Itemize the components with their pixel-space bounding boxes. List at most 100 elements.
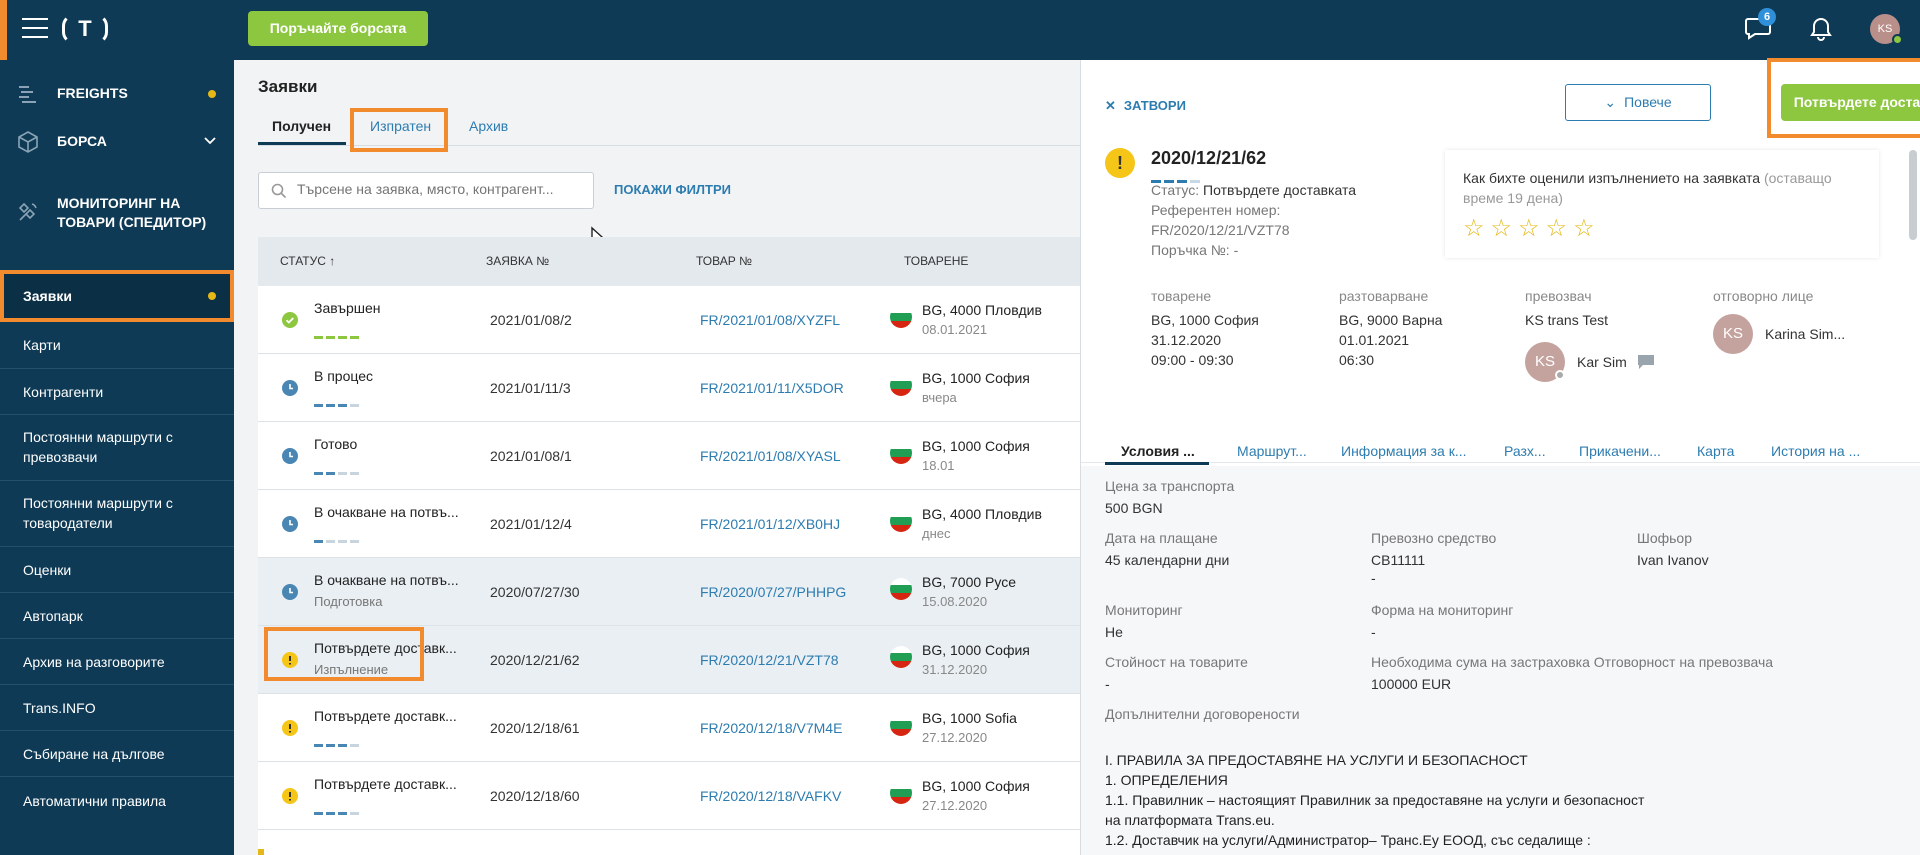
hamburger-menu-icon[interactable] bbox=[22, 18, 48, 40]
status-text: Потвърдете доставк... bbox=[314, 776, 457, 792]
rating-question-text: Как бихте оценили изпълнението на заявка… bbox=[1463, 170, 1761, 186]
cargo-number-link[interactable]: FR/2021/01/11/X5DOR bbox=[700, 380, 844, 396]
table-row[interactable]: В процес 2021/01/11/3 FR/2021/01/11/X5DOR B… bbox=[258, 354, 1080, 422]
table-row[interactable]: Завършен 2021/01/08/2 FR/2021/01/08/XYZFL B… bbox=[258, 286, 1080, 354]
loading-date-cell: 27.12.2020 bbox=[922, 730, 988, 745]
column-cargo-no[interactable]: ТОВАР № bbox=[696, 254, 752, 268]
sidebar-item-shipper-routes[interactable]: Постоянни маршрути с товародатели bbox=[0, 480, 234, 546]
table-row[interactable]: Потвърдете доставк... 2020/12/18/61 FR/202… bbox=[258, 694, 1080, 762]
sidebar-item-monitoring[interactable]: МОНИТОРИНГ НА ТОВАРИ (СПЕДИТОР) bbox=[0, 190, 234, 234]
bulgaria-flag-icon bbox=[890, 510, 912, 532]
table-row[interactable]: Потвърдете доставк... 2020/12/18/60 FR/202… bbox=[258, 762, 1080, 830]
responsible-avatar[interactable]: KS bbox=[1713, 314, 1753, 354]
clock-icon bbox=[282, 448, 298, 464]
tab-attachments[interactable]: Прикачени... bbox=[1579, 443, 1661, 459]
search-box[interactable] bbox=[258, 172, 594, 209]
cargo-number-link[interactable]: FR/2021/01/08/XYASL bbox=[700, 448, 841, 464]
cargo-number-link[interactable]: FR/2020/12/21/VZT78 bbox=[700, 652, 839, 668]
monitoring-value: Не bbox=[1105, 624, 1123, 640]
sidebar-item-contractors[interactable]: Контрагенти bbox=[0, 368, 234, 414]
sidebar-item-exchange[interactable]: БОРСА bbox=[0, 128, 234, 156]
sidebar-item-label: Заявки bbox=[23, 288, 72, 304]
loading-date-cell: днес bbox=[922, 526, 951, 541]
tab-archive[interactable]: Архив bbox=[469, 118, 509, 134]
panel-scrollbar[interactable] bbox=[1909, 150, 1917, 240]
sidebar-item-carrier-routes[interactable]: Постоянни маршрути с превозвачи bbox=[0, 414, 234, 480]
column-loading[interactable]: ТОВАРЕНЕ bbox=[904, 254, 969, 268]
sidebar-item-transinfo[interactable]: Trans.INFO bbox=[0, 684, 234, 730]
sidebar-item-auto-rules[interactable]: Автоматични правила bbox=[0, 776, 234, 824]
sidebar-item-label: Събиране на дългове bbox=[23, 746, 165, 762]
close-label: ЗАТВОРИ bbox=[1123, 98, 1186, 113]
cargo-number-link[interactable]: FR/2020/07/27/PHHPG bbox=[700, 584, 847, 600]
check-circle-icon bbox=[282, 312, 298, 328]
loading-date: 31.12.2020 bbox=[1151, 332, 1222, 348]
logo[interactable]: T bbox=[78, 16, 92, 41]
table-row[interactable]: Потвърдете доставк... Изпълнение 2020/12/2… bbox=[258, 626, 1080, 694]
order-exchange-button[interactable]: Поръчайте борсата bbox=[248, 11, 428, 46]
column-status[interactable]: СТАТУС ↑ bbox=[280, 254, 336, 268]
responsible-title: отговорно лице bbox=[1713, 288, 1814, 304]
chat-badge: 6 bbox=[1758, 8, 1776, 26]
table-row[interactable]: В очакване на потвъ... 2021/01/12/4 FR/202… bbox=[258, 490, 1080, 558]
tab-costs[interactable]: Разх... bbox=[1504, 443, 1546, 459]
bell-icon[interactable] bbox=[1808, 16, 1834, 42]
cargo-number-link[interactable]: FR/2020/12/18/VAFKV bbox=[700, 788, 842, 804]
status-line: Статус: Потвърдете доставката bbox=[1151, 182, 1356, 198]
loading-time: 09:00 - 09:30 bbox=[1151, 352, 1234, 368]
tab-cargo-info[interactable]: Информация за к... bbox=[1341, 443, 1467, 459]
sidebar-item-debt-collection[interactable]: Събиране на дългове bbox=[0, 730, 234, 776]
tab-history[interactable]: История на ... bbox=[1771, 443, 1861, 459]
star-rating[interactable]: ☆☆☆☆☆ bbox=[1463, 215, 1601, 242]
tab-map[interactable]: Карта bbox=[1697, 443, 1735, 459]
cargo-number-link[interactable]: FR/2021/01/12/XB0HJ bbox=[700, 516, 841, 532]
sidebar-item-ratings[interactable]: Оценки bbox=[0, 546, 234, 592]
driver-label: Шофьор bbox=[1637, 530, 1693, 546]
orders-list-area: Заявки Получен Изпратен Архив ПОКАЖИ ФИЛ… bbox=[234, 60, 1080, 855]
progress-dashes bbox=[314, 326, 362, 339]
price-value: 500 BGN bbox=[1105, 500, 1163, 516]
tab-received[interactable]: Получен bbox=[272, 118, 332, 134]
status-label: Статус: bbox=[1151, 182, 1200, 198]
sidebar-item-maps[interactable]: Карти bbox=[0, 322, 234, 368]
loading-date-cell: 18.01 bbox=[922, 458, 955, 473]
loading-date-cell: 08.01.2021 bbox=[922, 322, 988, 337]
sidebar-item-label: МОНИТОРИНГ НА ТОВАРИ (СПЕДИТОР) bbox=[57, 195, 207, 230]
table-row[interactable]: В очакване на потвъ... Подготовка 2020/07/… bbox=[258, 558, 1080, 626]
search-input[interactable] bbox=[297, 181, 577, 197]
insurance-value: 100000 EUR bbox=[1371, 676, 1452, 692]
tab-route[interactable]: Маршрут... bbox=[1237, 443, 1307, 459]
tab-conditions[interactable]: Условия ... bbox=[1121, 443, 1195, 459]
confirm-delivery-button[interactable]: Потвърдете доставката bbox=[1781, 84, 1920, 121]
progress-dashes bbox=[314, 462, 362, 475]
column-order-no[interactable]: ЗАЯВКА № bbox=[486, 254, 550, 268]
close-button[interactable]: ✕ ЗАТВОРИ bbox=[1105, 98, 1186, 114]
close-icon: ✕ bbox=[1105, 98, 1116, 113]
cargo-number-link[interactable]: FR/2021/01/08/XYZFL bbox=[700, 312, 841, 328]
sidebar-item-orders[interactable]: Заявки bbox=[0, 270, 234, 322]
insurance-label: Необходима сума на застраховка Отговорно… bbox=[1371, 654, 1774, 670]
cargo-number-link[interactable]: FR/2020/12/18/V7M4E bbox=[700, 720, 843, 736]
sidebar-item-chat-archive[interactable]: Архив на разговорите bbox=[0, 638, 234, 684]
table-row[interactable]: Готово 2021/01/08/1 FR/2021/01/08/XYASL BG,… bbox=[258, 422, 1080, 490]
warning-icon bbox=[282, 720, 298, 736]
payment-value: 45 календарни дни bbox=[1105, 552, 1230, 568]
show-filters-link[interactable]: ПОКАЖИ ФИЛТРИ bbox=[614, 182, 731, 197]
loading-place-cell: BG, 1000 София bbox=[922, 642, 1030, 658]
chevron-down-icon bbox=[204, 137, 216, 145]
sidebar-item-freights[interactable]: FREIGHTS bbox=[0, 80, 234, 108]
conditions-content: Цена за транспорта 500 BGN Дата на плаща… bbox=[1081, 466, 1920, 855]
tabs-divider bbox=[258, 145, 1080, 146]
loading-place-cell: BG, 1000 Sofia bbox=[922, 710, 1017, 726]
sidebar-item-label: Trans.INFO bbox=[23, 700, 96, 716]
ref-number-link[interactable]: FR/2020/12/21/VZT78 bbox=[1151, 222, 1290, 238]
unloading-time: 06:30 bbox=[1339, 352, 1375, 368]
more-button[interactable]: ⌄ Повече bbox=[1565, 84, 1711, 121]
tab-sent[interactable]: Изпратен bbox=[370, 118, 432, 134]
bulgaria-flag-icon bbox=[890, 782, 912, 804]
sidebar-item-fleet[interactable]: Автопарк bbox=[0, 592, 234, 638]
highlight-selected-status bbox=[264, 627, 424, 681]
satellite-icon bbox=[18, 202, 37, 221]
progress-dashes bbox=[314, 734, 362, 747]
message-icon[interactable] bbox=[1637, 354, 1655, 370]
